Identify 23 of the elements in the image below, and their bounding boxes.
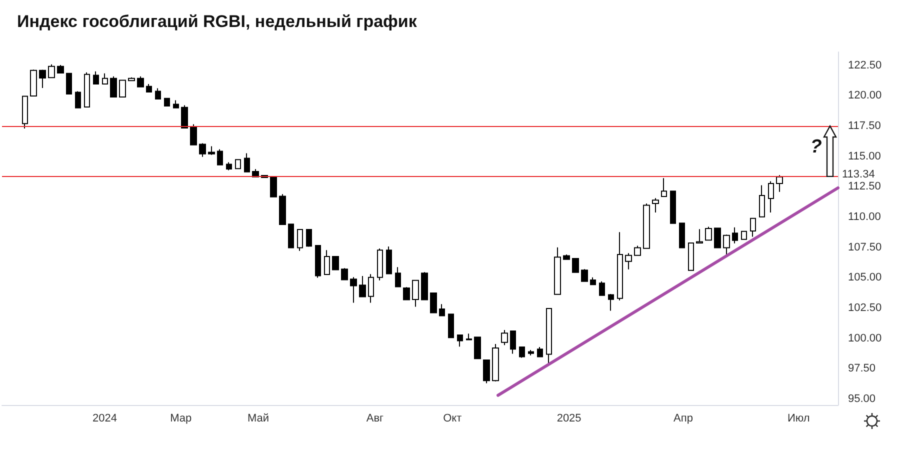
y-tick-label: 105.00: [848, 272, 882, 284]
chart-title: Индекс гособлигаций RGBI, недельный график: [17, 12, 418, 31]
x-tick-label: Окт: [443, 412, 462, 424]
ref-line-label: 113.34: [842, 168, 875, 180]
annotation: ?: [810, 136, 822, 158]
x-tick-label: Июл: [788, 412, 810, 424]
x-tick-label: 2024: [92, 412, 117, 424]
y-tick-label: 115.00: [848, 150, 881, 162]
x-tick-label: Май: [247, 412, 270, 424]
y-tick-label: 112.50: [848, 180, 881, 193]
y-tick-label: 117.50: [848, 120, 881, 132]
y-tick-label: 110.00: [848, 210, 881, 223]
y-tick-label: 97.50: [848, 362, 876, 375]
y-tick-label: 95.00: [848, 392, 876, 405]
y-tick-label: 120.00: [848, 90, 882, 102]
x-tick-label: 2025: [556, 412, 582, 424]
x-tick-label: Мар: [170, 412, 192, 424]
x-tick-label: Апр: [674, 412, 693, 424]
y-tick-label: 102.50: [848, 302, 882, 314]
y-tick-label: 107.50: [848, 241, 882, 254]
y-tick-label: 100.00: [848, 332, 882, 344]
x-tick-label: Авг: [366, 412, 384, 424]
y-tick-label: 122.50: [848, 59, 882, 72]
